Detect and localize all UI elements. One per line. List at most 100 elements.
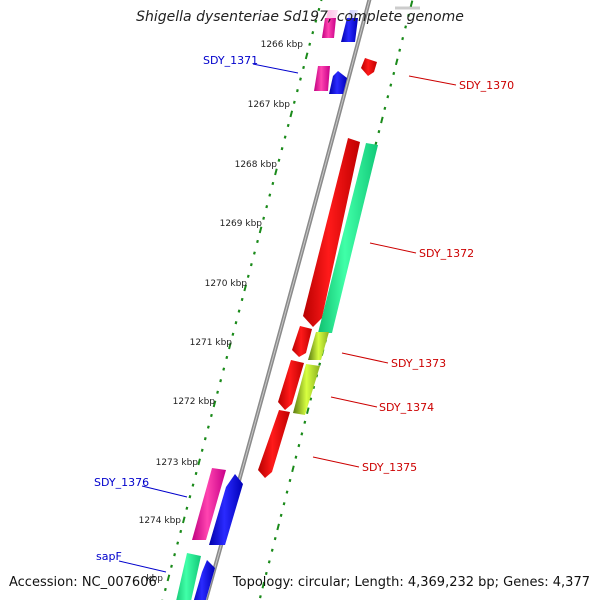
tick-mark — [176, 541, 180, 545]
tick-mark — [306, 407, 310, 415]
tick-mark — [203, 437, 207, 441]
tick-mark — [163, 587, 167, 592]
tick-mark — [283, 135, 287, 139]
leader-sdy1376 — [141, 485, 188, 498]
ruler-label-1268: 1268 kbp — [235, 160, 278, 170]
tick-mark — [285, 490, 289, 494]
tick-mark — [246, 274, 250, 278]
tick-mark — [252, 251, 256, 255]
tick-mark — [231, 332, 235, 336]
feature-partial-blue — [341, 18, 358, 42]
feature-sdy1373-lime — [308, 332, 329, 360]
tick-mark — [276, 523, 280, 531]
tick-mark — [261, 581, 266, 589]
tick-mark — [317, 7, 321, 12]
leader-sdy1373 — [341, 352, 389, 364]
tick-mark — [270, 548, 274, 552]
tick-mark — [377, 129, 381, 134]
tick-mark — [407, 13, 410, 17]
ruler-label-1271: 1271 kbp — [190, 338, 233, 348]
map-title: Shigella dysenteriae Sd197, complete gen… — [136, 9, 464, 25]
tick-mark — [268, 193, 272, 197]
tick-mark — [404, 25, 408, 29]
tick-mark — [280, 147, 284, 151]
tick-mark — [320, 0, 323, 2]
feature-sdy1372-red — [303, 138, 360, 327]
gene-label-sapf[interactable]: sapF — [96, 550, 122, 563]
tick-mark — [234, 321, 238, 325]
tick-mark — [191, 483, 195, 487]
leader-sdy1371 — [252, 63, 299, 74]
tick-mark — [206, 425, 210, 429]
tick-mark — [318, 362, 322, 366]
tick-mark — [389, 83, 393, 87]
tick-mark — [288, 478, 292, 483]
gene-label-sdy1376[interactable]: SDY_1376 — [94, 476, 149, 489]
feature-sdy1375 — [258, 410, 290, 478]
tick-mark — [170, 564, 173, 568]
tick-mark — [299, 77, 302, 81]
gene-label-sdy1372[interactable]: SDY_1372 — [419, 247, 474, 260]
feature-sdy1372-green — [318, 143, 378, 333]
feature-sdy1374-lime — [293, 364, 320, 415]
gene-label-sdy1371[interactable]: SDY_1371 — [203, 54, 258, 67]
tick-mark — [265, 205, 269, 209]
gene-label-sdy1373[interactable]: SDY_1373 — [391, 357, 446, 370]
ruler-label-1274: 1274 kbp — [139, 516, 182, 526]
tick-mark — [312, 385, 316, 390]
feature-sapf-green — [176, 553, 201, 600]
tick-mark — [222, 367, 226, 371]
ruler-label-1273: 1273 kbp — [156, 458, 199, 468]
tick-mark — [282, 502, 286, 506]
tick-mark — [267, 560, 271, 564]
tick-mark — [274, 168, 278, 176]
tick-mark — [300, 432, 304, 436]
tick-mark — [249, 263, 253, 267]
ruler-label-1267: 1267 kbp — [248, 100, 291, 110]
tick-mark — [271, 181, 275, 186]
tick-mark — [166, 574, 171, 582]
accession-text: Accession: NC_007606 — [9, 575, 157, 590]
ruler-label-1272: 1272 kbp — [173, 397, 216, 407]
tick-mark — [185, 506, 189, 510]
feature-partial-magenta — [322, 18, 336, 38]
tick-mark — [243, 284, 247, 292]
feature-sdy1374-red — [278, 360, 304, 410]
tick-mark — [262, 216, 266, 220]
gene-label-sdy1374[interactable]: SDY_1374 — [379, 401, 434, 414]
leader-sapf — [118, 560, 167, 573]
tick-mark — [394, 58, 399, 66]
tick-mark — [392, 71, 396, 76]
feature-sdy1376-magenta — [192, 468, 226, 540]
tick-mark — [286, 123, 290, 128]
tick-mark — [188, 495, 192, 499]
tick-mark — [374, 141, 378, 145]
tick-mark — [225, 355, 229, 360]
tick-mark — [256, 239, 259, 244]
tick-mark — [273, 536, 277, 541]
tick-mark — [292, 100, 296, 104]
tick-mark — [380, 116, 384, 124]
feature-sdy1370 — [361, 58, 377, 76]
tick-mark — [197, 458, 201, 466]
topology-text: Topology: circular; Length: 4,369,232 bp… — [232, 575, 590, 590]
tick-mark — [219, 379, 223, 383]
tick-mark — [258, 226, 263, 234]
leader-sdy1370 — [408, 75, 457, 86]
leader-sdy1374 — [330, 396, 378, 408]
ruler-label-1266: 1266 kbp — [261, 40, 304, 50]
tick-mark — [264, 571, 268, 576]
tick-mark — [297, 443, 301, 448]
tick-mark — [401, 36, 405, 41]
tick-mark — [295, 89, 299, 93]
tick-mark — [303, 420, 307, 424]
tick-mark — [304, 52, 309, 60]
gene-label-sdy1375[interactable]: SDY_1375 — [362, 461, 417, 474]
tick-mark — [383, 106, 387, 110]
tick-mark — [237, 309, 241, 313]
gene-label-sdy1370[interactable]: SDY_1370 — [459, 79, 514, 92]
tick-mark — [212, 400, 217, 408]
tick-mark — [240, 297, 244, 302]
